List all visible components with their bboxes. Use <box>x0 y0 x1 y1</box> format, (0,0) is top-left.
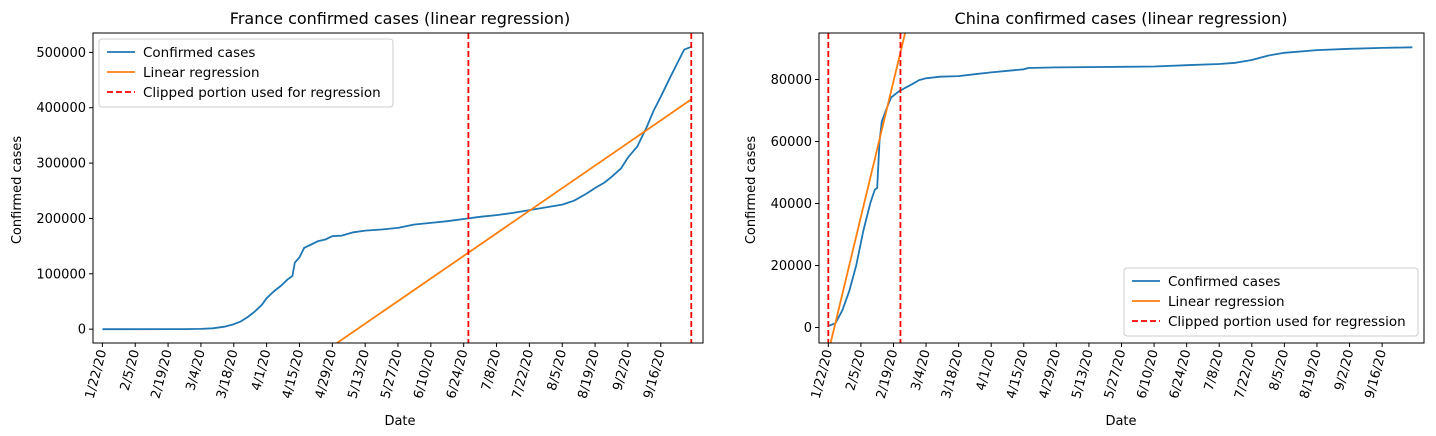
france-x-axis-label: Date <box>384 414 415 429</box>
france-plot-area <box>102 33 693 343</box>
france-series-layer <box>102 33 693 343</box>
china-y-ticks: 0 20000 40000 60000 80000 <box>771 73 819 336</box>
france-confirmed-line <box>102 45 692 331</box>
china-plot-area <box>827 33 1413 343</box>
china-legend-box <box>1123 267 1419 337</box>
china-series-layer <box>827 33 1413 343</box>
france-regression-line <box>336 98 692 343</box>
china-y-tick-label: 80000 <box>771 73 812 88</box>
china-y-tick-label: 60000 <box>771 135 812 150</box>
france-legend: Confirmed cases Linear regression Clipped … <box>98 38 394 108</box>
china-legend: Confirmed cases Linear regression Clipped … <box>1123 267 1419 337</box>
france-y-tick-label: 500000 <box>36 46 86 61</box>
france-legend-label-confirmed: Confirmed cases <box>143 45 255 61</box>
china-y-axis-label: Confirmed cases <box>744 136 759 245</box>
china-y-tick-label: 40000 <box>771 197 812 212</box>
china-legend-label-confirmed: Confirmed cases <box>1168 274 1280 290</box>
france-y-tick-label: 200000 <box>36 212 86 227</box>
china-regression-line <box>829 33 906 343</box>
france-y-tick-label: 400000 <box>36 101 86 116</box>
france-legend-label-clipped: Clipped portion used for regression <box>143 85 381 101</box>
china-chart-title: China confirmed cases (linear regression… <box>955 9 1288 28</box>
china-y-tick-label: 20000 <box>771 259 812 274</box>
france-y-tick-label: 300000 <box>36 157 86 172</box>
france-y-ticks: 0 100000 200000 300000 400000 500000 <box>36 46 93 338</box>
china-legend-label-clipped: Clipped portion used for regression <box>1168 314 1406 330</box>
france-y-axis-label: Confirmed cases <box>10 136 25 245</box>
france-legend-label-regression: Linear regression <box>143 65 260 81</box>
france-legend-box <box>98 38 394 108</box>
china-x-axis-label: Date <box>1105 414 1136 429</box>
china-legend-label-regression: Linear regression <box>1168 294 1285 310</box>
france-y-tick-label: 0 <box>78 323 86 338</box>
china-confirmed-line <box>828 46 1413 327</box>
china-y-tick-label: 0 <box>804 321 812 336</box>
france-y-tick-label: 100000 <box>36 267 86 282</box>
france-chart-title: France confirmed cases (linear regressio… <box>230 9 570 28</box>
